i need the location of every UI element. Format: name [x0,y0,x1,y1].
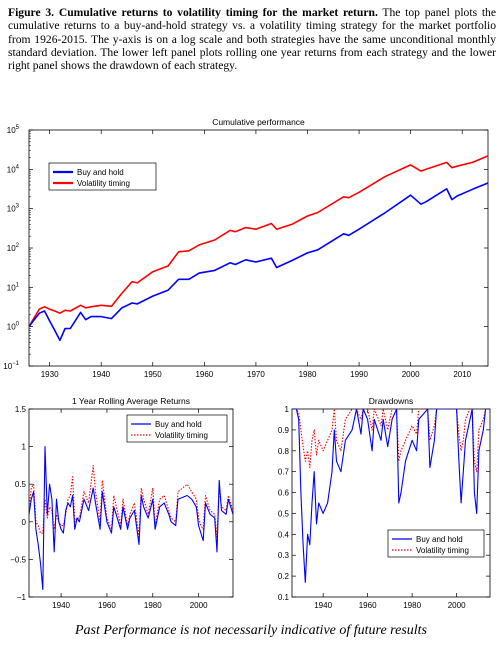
y-tick-label: −1 [17,593,27,602]
series-line-buy-and-hold [292,409,490,583]
caption-body: The top panel plots the cumulative retur… [8,6,496,73]
series-line-buy-and-hold [29,182,488,342]
legend: Buy and hold Volatility timing [387,529,485,558]
legend-label: Volatility timing [416,546,469,555]
y-tick-base: 10 [7,205,16,214]
x-tick-label: 1960 [359,601,377,610]
chart-title: Drawdowns [369,396,413,406]
x-tick-label: 1930 [41,370,59,379]
series-line-volatility-timing [29,155,488,328]
y-tick-exponent: 1 [16,282,20,288]
y-tick-exponent: 2 [16,243,20,249]
x-tick-label: 1940 [92,370,110,379]
legend-label: Buy and hold [77,168,124,177]
drawdowns-chart: Drawdowns 1940 1960 1980 2000 0.1 0.2 0.3 0.4 0.5… [278,396,491,610]
y-tick-label: 104 [7,164,20,174]
y-tick-label: 0 [22,518,27,527]
y-tick-label: 100 [7,322,20,332]
x-tick-label: 1980 [403,601,421,610]
legend-label: Buy and hold [155,420,202,429]
y-tick-exponent: 5 [16,125,20,131]
x-tick-label: 2010 [453,370,471,379]
x-tick-label: 2000 [190,601,208,610]
x-tick-label: 1970 [247,370,265,379]
y-tick-exponent: 3 [16,204,20,210]
caption-title: Cumulative returns to volatility timing … [58,6,378,19]
y-tick-exponent: 4 [16,164,20,170]
x-tick-label: 1960 [98,601,116,610]
x-tick-label: 1960 [195,370,213,379]
y-tick-exponent: 0 [16,322,20,328]
charts-canvas: Cumulative performance 1930 1940 1950 1960 19… [3,117,491,610]
legend-label: Volatility timing [77,179,130,188]
x-tick-label: 1940 [52,601,70,610]
disclaimer-footer: Past Performance is not necessarily indi… [74,623,428,638]
series-line-buy-and-hold [29,446,233,591]
x-tick-label: 1940 [314,601,332,610]
y-tick-label: 0.1 [278,593,290,602]
x-tick-label: 1950 [144,370,162,379]
legend-box [126,414,228,443]
legend-box [48,162,157,191]
x-tick-label: 2000 [448,601,466,610]
y-tick-base: 10 [7,165,16,174]
y-tick-base: 10 [7,283,16,292]
chart-title: 1 Year Rolling Average Returns [72,396,190,406]
figure-caption: Figure 3. Cumulative returns to volatili… [8,6,496,72]
legend: Buy and hold Volatility timing [126,414,228,443]
y-tick-base: 10 [3,362,12,371]
y-tick-label: 0.5 [15,480,27,489]
x-tick-label: 1980 [144,601,162,610]
legend: Buy and hold Volatility timing [48,162,157,191]
chart-title: Cumulative performance [212,117,305,127]
y-tick-label: 0.6 [278,489,290,498]
y-tick-label: 105 [7,125,20,135]
legend-label: Buy and hold [416,535,463,544]
y-tick-label: 1 [22,443,27,452]
y-tick-label: −0.5 [10,555,26,564]
y-tick-label: 1 [285,405,290,414]
y-tick-label: 103 [7,204,20,214]
x-tick-label: 1990 [350,370,368,379]
x-tick-label: 2000 [402,370,420,379]
y-tick-label: 0.9 [278,426,290,435]
y-tick-exponent: −1 [12,361,20,367]
y-tick-base: 10 [7,323,16,332]
plot-frame [291,408,491,598]
y-tick-label: 10−1 [3,361,19,371]
legend-label: Volatility timing [155,431,208,440]
cumulative-performance-chart: Cumulative performance 1930 1940 1950 1960 19… [3,117,489,379]
y-tick-label: 0.3 [278,551,290,560]
y-tick-label: 1.5 [15,405,27,414]
y-tick-base: 10 [7,126,16,135]
y-tick-label: 0.5 [278,509,290,518]
y-tick-label: 102 [7,243,20,253]
y-tick-label: 101 [7,282,20,292]
series-line-volatility-timing [292,409,490,473]
legend-box [387,529,485,558]
y-tick-label: 0.8 [278,447,290,456]
y-tick-label: 0.2 [278,572,290,581]
x-tick-label: 1980 [299,370,317,379]
caption-label: Figure 3. [8,6,55,19]
y-tick-base: 10 [7,244,16,253]
rolling-returns-chart: 1 Year Rolling Average Returns 1940 1960 19… [10,396,234,610]
y-tick-label: 0.7 [278,468,290,477]
y-tick-label: 0.4 [278,530,290,539]
